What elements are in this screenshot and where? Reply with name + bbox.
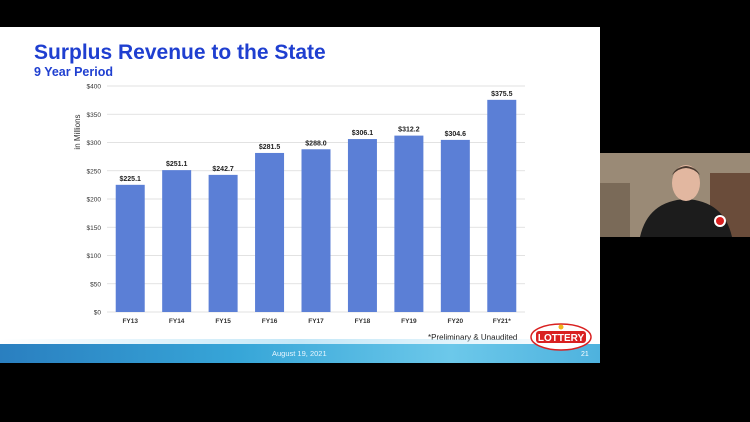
webcam-video (600, 153, 750, 237)
bar-fy16 (255, 152, 285, 312)
bar-fy13 (115, 184, 145, 312)
y-tick-label: $150 (87, 225, 102, 232)
lottery-logo: LOTTERY (530, 323, 592, 351)
bar-fy17 (301, 149, 331, 312)
x-tick-label: FY19 (401, 318, 417, 325)
slide-date: August 19, 2021 (272, 349, 327, 358)
chart-title: Surplus Revenue to the State (34, 41, 326, 64)
bar-fy14 (162, 170, 192, 312)
x-tick-label: FY14 (169, 318, 185, 325)
y-axis-label: in Millions (73, 114, 82, 149)
data-label: $288.0 (305, 140, 327, 147)
data-label: $304.6 (445, 131, 467, 138)
data-label: $375.5 (491, 91, 513, 98)
y-tick-label: $100 (87, 253, 102, 260)
y-axis-ticks: $0 $50 $100 $150 $200 $250 $300 $350 $400 (87, 84, 102, 317)
bar-fy20 (440, 139, 470, 312)
data-labels: $225.1 $251.1 $242.7 $281.5 $288.0 $306.1 $312… (120, 91, 513, 183)
x-tick-label: FY16 (262, 318, 278, 325)
footer-band (0, 344, 600, 363)
logo-text: LOTTERY (538, 333, 585, 344)
bar-fy18 (347, 139, 377, 312)
x-tick-label: FY18 (355, 318, 371, 325)
bars (115, 99, 517, 312)
data-label: $312.2 (398, 127, 420, 134)
data-label: $306.1 (352, 130, 374, 137)
bar-fy21 (487, 99, 517, 312)
x-tick-label: FY13 (122, 318, 138, 325)
presentation-slide: Surplus Revenue to the State 9 Year Peri… (0, 27, 600, 363)
bar-fy15 (208, 174, 238, 312)
chart-subtitle: 9 Year Period (34, 65, 113, 79)
bar-fy19 (394, 135, 424, 312)
data-label: $281.5 (259, 144, 281, 151)
y-tick-label: $350 (87, 112, 102, 119)
data-label: $251.1 (166, 161, 188, 168)
y-tick-label: $400 (87, 84, 102, 91)
x-tick-label: FY17 (308, 318, 324, 325)
x-tick-label: FY21* (493, 318, 512, 325)
webcam-person (600, 153, 750, 237)
y-tick-label: $300 (87, 140, 102, 147)
y-tick-label: $50 (90, 281, 101, 288)
x-tick-label: FY20 (448, 318, 464, 325)
y-tick-label: $0 (94, 310, 102, 317)
page-number: 21 (581, 351, 589, 358)
x-axis-ticks: FY13 FY14 FY15 FY16 FY17 FY18 FY19 FY20 FY21* (122, 318, 511, 325)
y-tick-label: $250 (87, 168, 102, 175)
data-label: $242.7 (212, 166, 234, 173)
footnote: *Preliminary & Unaudited (428, 333, 518, 342)
bar-chart: $0 $50 $100 $150 $200 $250 $300 $350 $400 $225.1… (73, 84, 525, 325)
y-tick-label: $200 (87, 197, 102, 204)
data-label: $225.1 (120, 176, 142, 183)
x-tick-label: FY15 (215, 318, 231, 325)
